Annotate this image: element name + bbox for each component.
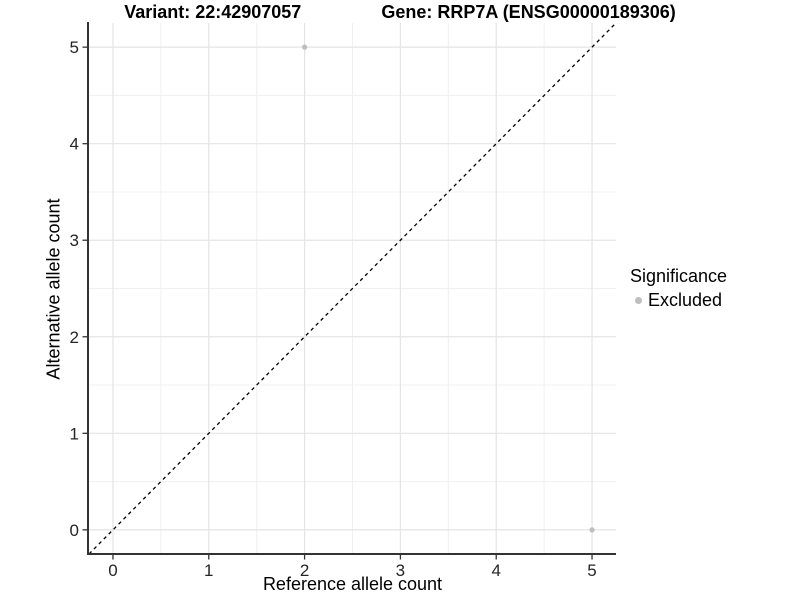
scatter-chart-canvas: 0 1 2 3 4 5 0 1 2 3 4 5 [70, 22, 617, 579]
x-tick-label: 4 [491, 561, 500, 579]
legend: Significance Excluded [630, 266, 727, 311]
legend-title: Significance [630, 266, 728, 286]
x-tick-label: 0 [108, 561, 117, 579]
y-tick-label: 5 [70, 38, 79, 57]
legend-item-excluded: Excluded [635, 290, 727, 311]
y-tick-label: 1 [70, 424, 79, 443]
legend-item-label: Excluded [648, 290, 723, 310]
variant-title: Variant: 22:42907057 [124, 2, 302, 22]
data-point [301, 44, 308, 50]
x-tick-label: 1 [204, 561, 213, 579]
excluded-point-icon [635, 297, 642, 304]
plot-title: Variant: 22:42907057 Gene: RRP7A (ENSG00… [0, 2, 800, 23]
y-tick-label: 0 [70, 521, 79, 540]
identity-reference-line [88, 22, 617, 555]
gene-title: Gene: RRP7A (ENSG00000189306) [381, 2, 676, 22]
x-tick-label: 3 [396, 561, 405, 579]
y-tick-label: 2 [70, 328, 79, 347]
x-tick-label: 5 [587, 561, 596, 579]
y-tick-label: 3 [70, 231, 79, 250]
data-point [589, 527, 595, 533]
x-tick-label: 2 [300, 561, 309, 579]
x-axis-label: Reference allele count [262, 574, 443, 594]
y-tick-label: 4 [70, 135, 79, 154]
